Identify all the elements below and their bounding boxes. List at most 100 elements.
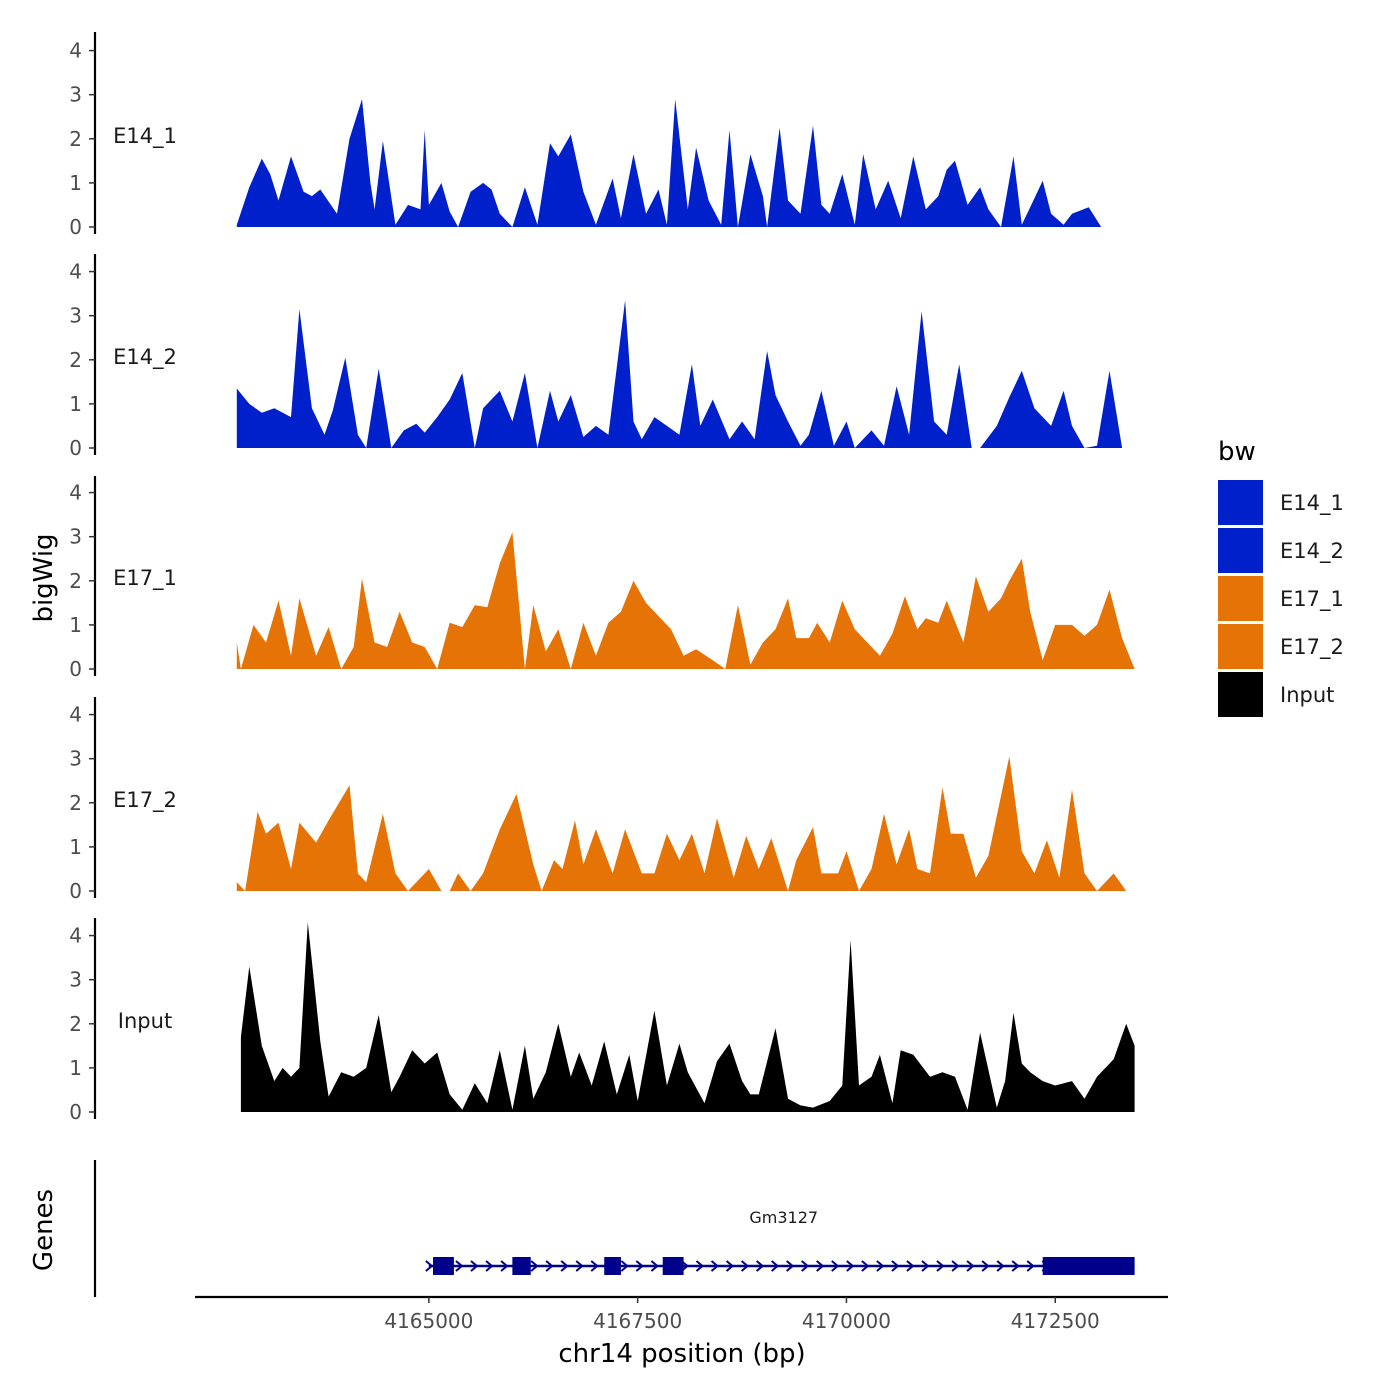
y-tick-label: 1 <box>69 392 82 416</box>
strand-arrow <box>846 1260 855 1272</box>
track-label: E14_1 <box>113 124 177 149</box>
gene-name-label: Gm3127 <box>749 1208 818 1227</box>
signal-area-e14-2 <box>236 300 1135 448</box>
legend-item-input: Input <box>1218 672 1334 717</box>
strand-arrow <box>996 1260 1005 1272</box>
gene-exon <box>433 1257 454 1275</box>
strand-arrow <box>1011 1260 1020 1272</box>
legend-label: E14_1 <box>1280 491 1344 516</box>
x-tick-label: 4170000 <box>802 1309 891 1333</box>
strand-arrow <box>981 1260 990 1272</box>
strand-arrow <box>755 1260 765 1272</box>
track-e17-2: 0 1 2 3 4 E17_2 <box>69 697 1135 903</box>
y-tick-label: 3 <box>69 304 82 328</box>
strand-arrow <box>891 1260 900 1272</box>
gene-exon <box>662 1257 684 1275</box>
strand-arrow <box>470 1260 479 1272</box>
gene-exon <box>512 1257 531 1275</box>
strand-arrow <box>530 1260 539 1272</box>
strand-arrow <box>936 1260 945 1272</box>
y-axis-title: bigWig <box>29 533 59 622</box>
y-tick-label: 1 <box>69 1056 82 1080</box>
legend-item-e17-2: E17_2 <box>1218 624 1344 669</box>
strand-arrow <box>545 1260 554 1272</box>
strand-arrow <box>560 1260 569 1272</box>
y-tick-label: 3 <box>69 968 82 992</box>
track-label: E17_2 <box>113 788 177 813</box>
y-tick-label: 2 <box>69 791 82 815</box>
strand-arrow <box>500 1260 509 1272</box>
signal-tracks: 0 1 2 3 4 E14_1 0 1 2 3 4 E14_2 0 1 2 3 4 E17_1 0 1 2 3 4 E17_2… <box>69 32 1135 1124</box>
strand-arrow <box>725 1260 735 1272</box>
y-tick-label: 3 <box>69 525 82 549</box>
track-e17-1: 0 1 2 3 4 E17_1 <box>69 476 1135 681</box>
legend-swatch <box>1218 624 1263 669</box>
x-tick-label: 4167500 <box>593 1309 682 1333</box>
y-tick-label: 0 <box>69 215 82 239</box>
x-axis-title: chr14 position (bp) <box>558 1339 805 1369</box>
y-tick-label: 4 <box>69 703 82 727</box>
strand-arrow <box>455 1260 464 1272</box>
y-tick-label: 0 <box>69 436 82 460</box>
signal-area-e17-2 <box>236 756 1135 891</box>
track-input: 0 1 2 3 4 Input <box>69 918 1135 1124</box>
strand-arrow <box>620 1260 629 1272</box>
gene-exon <box>1042 1257 1135 1275</box>
strand-arrow <box>786 1260 795 1272</box>
legend-swatch <box>1218 480 1263 525</box>
strand-arrow <box>740 1260 750 1272</box>
legend-item-e14-1: E14_1 <box>1218 480 1344 525</box>
x-tick-label: 4165000 <box>384 1309 473 1333</box>
strand-arrow <box>801 1260 810 1272</box>
y-tick-label: 2 <box>69 1012 82 1036</box>
track-label: E14_2 <box>113 345 177 370</box>
y-tick-label: 4 <box>69 924 82 948</box>
legend-title: bw <box>1218 437 1256 467</box>
strand-arrow <box>770 1260 780 1272</box>
y-tick-label: 3 <box>69 747 82 771</box>
y-tick-label: 3 <box>69 83 82 107</box>
strand-arrow <box>710 1260 720 1272</box>
track-label: Input <box>118 1009 172 1033</box>
strand-arrow <box>966 1260 975 1272</box>
gene-exon <box>604 1257 621 1275</box>
legend-item-e14-2: E14_2 <box>1218 528 1344 573</box>
strand-arrow <box>635 1260 644 1272</box>
y-tick-label: 2 <box>69 127 82 151</box>
strand-arrow <box>951 1260 960 1272</box>
strand-arrow <box>590 1260 599 1272</box>
strand-arrow <box>650 1260 659 1272</box>
strand-arrow <box>831 1260 840 1272</box>
y-tick-label: 2 <box>69 569 82 593</box>
legend-item-e17-1: E17_1 <box>1218 576 1344 621</box>
strand-arrow <box>695 1260 705 1272</box>
legend-label: E17_1 <box>1280 587 1344 612</box>
strand-arrow <box>1026 1260 1035 1272</box>
y-tick-label: 1 <box>69 171 82 195</box>
strand-arrow <box>921 1260 930 1272</box>
legend: bw E14_1 E14_2 E17_1 E17_2 Input <box>1218 437 1344 717</box>
y-tick-label: 1 <box>69 835 82 859</box>
track-label: E17_1 <box>113 566 177 591</box>
genes-axis-title: Genes <box>29 1189 59 1271</box>
y-tick-label: 0 <box>69 657 82 681</box>
genes-panel: Gm3127 <box>93 1160 1135 1297</box>
strand-arrow <box>425 1260 434 1272</box>
signal-area-input <box>240 922 1135 1112</box>
y-tick-label: 0 <box>69 879 82 903</box>
legend-label: E17_2 <box>1280 635 1344 660</box>
y-tick-label: 0 <box>69 1100 82 1124</box>
track-e14-2: 0 1 2 3 4 E14_2 <box>69 254 1135 460</box>
x-tick-label: 4172500 <box>1011 1309 1100 1333</box>
y-tick-label: 4 <box>69 260 82 284</box>
strand-arrow <box>485 1260 494 1272</box>
strand-arrow <box>861 1260 870 1272</box>
strand-arrow <box>876 1260 885 1272</box>
y-tick-label: 4 <box>69 39 82 63</box>
y-tick-label: 1 <box>69 613 82 637</box>
strand-arrow <box>906 1260 915 1272</box>
signal-area-e17-1 <box>236 532 1135 669</box>
x-axis: 4165000 4167500 4170000 4172500 <box>195 1295 1168 1333</box>
